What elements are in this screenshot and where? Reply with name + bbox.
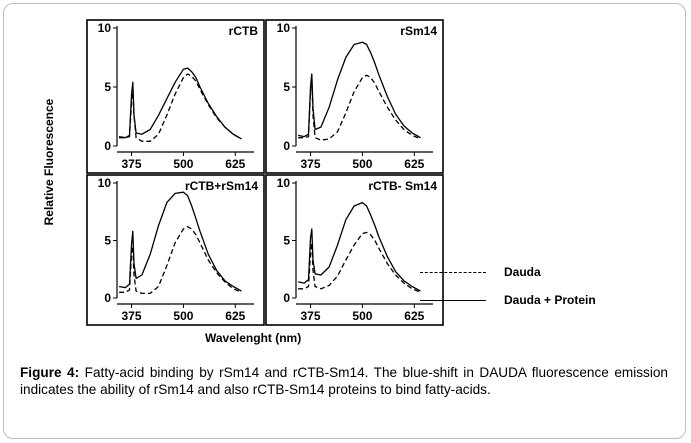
caption-label: Figure 4:	[20, 365, 80, 380]
panel-1: rCTB 0 5 10 375 500 625	[86, 19, 265, 174]
series-line-dauda	[298, 231, 421, 293]
x-tick-label: 375	[122, 309, 142, 323]
legend-label-dauda: Dauda	[504, 265, 541, 279]
series-line-dauda-protein	[297, 201, 421, 292]
y-tick-label: 10	[277, 21, 291, 35]
y-tick-label: 5	[283, 234, 290, 248]
panel-border	[265, 19, 444, 174]
panel-border	[265, 174, 444, 326]
x-tick-label: 500	[173, 157, 193, 171]
y-tick-label: 5	[104, 234, 111, 248]
legend-item-dauda-protein: Dauda + Protein	[420, 292, 596, 308]
legend-label-dauda-protein: Dauda + Protein	[504, 293, 596, 307]
y-tick-label: 0	[283, 139, 290, 153]
y-tick-label: 0	[104, 291, 111, 305]
figure-caption: Figure 4: Fatty-acid binding by rSm14 an…	[20, 364, 668, 398]
x-tick-label: 375	[122, 157, 142, 171]
legend-dashed-line-icon	[420, 271, 486, 273]
y-tick-label: 10	[98, 176, 112, 190]
series-line-dauda	[119, 73, 242, 142]
y-tick-label: 10	[98, 21, 112, 35]
series-line-dauda-protein	[118, 67, 242, 140]
panel-title: rCTB	[229, 24, 259, 38]
panel-title: rCTB+rSm14	[185, 179, 258, 193]
x-tick-label: 625	[404, 157, 424, 171]
series-line-dauda-protein	[297, 41, 421, 139]
panel-border	[86, 174, 265, 326]
y-tick-label: 0	[104, 139, 111, 153]
x-axis-label: Wavelenght (nm)	[205, 331, 302, 345]
x-tick-label: 625	[404, 309, 424, 323]
series-line-dauda-protein	[118, 191, 242, 292]
y-tick-label: 10	[277, 176, 291, 190]
panel-3: rCTB+rSm14 0 5 10 375 500 625	[86, 174, 265, 326]
series-line-dauda	[298, 74, 421, 141]
x-tick-label: 375	[301, 309, 321, 323]
y-tick-label: 5	[283, 80, 290, 94]
x-tick-label: 500	[173, 309, 193, 323]
x-tick-label: 625	[225, 157, 245, 171]
y-tick-label: 5	[104, 80, 111, 94]
legend-solid-line-icon	[420, 299, 486, 301]
panel-title: rCTB- Sm14	[368, 179, 437, 193]
panel-title: rSm14	[400, 24, 437, 38]
legend-item-dauda: Dauda	[420, 264, 541, 280]
x-tick-label: 375	[301, 157, 321, 171]
series-line-dauda	[119, 226, 242, 295]
y-tick-label: 0	[283, 291, 290, 305]
x-tick-label: 500	[352, 309, 372, 323]
x-tick-label: 625	[225, 309, 245, 323]
panel-border	[86, 19, 265, 174]
legend: Dauda Dauda + Protein	[420, 264, 620, 314]
caption-text: Fatty-acid binding by rSm14 and rCTB-Sm1…	[20, 365, 668, 397]
panel-2: rSm14 0 5 10 375 500 625	[265, 19, 444, 174]
panel-4: rCTB- Sm14 0 5 10 375 500 625	[265, 174, 444, 326]
x-tick-label: 500	[352, 157, 372, 171]
